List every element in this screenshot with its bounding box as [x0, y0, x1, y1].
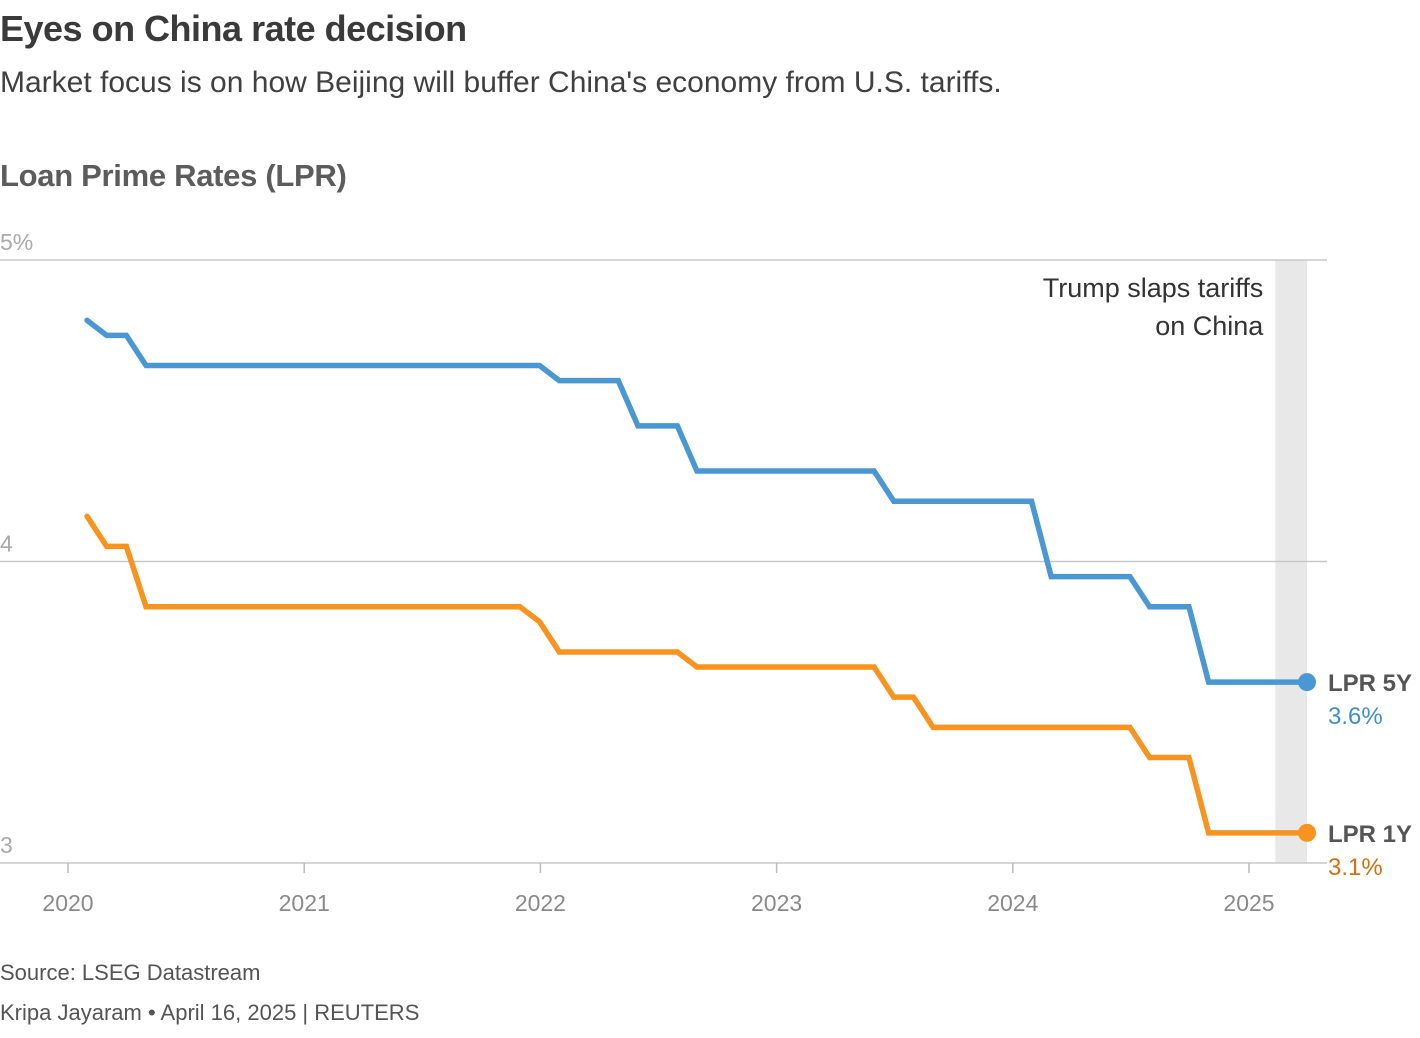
- series-line-lpr-1y: [84, 513, 1310, 836]
- page-title: Eyes on China rate decision: [0, 8, 467, 49]
- page-subtitle: Market focus is on how Beijing will buff…: [0, 66, 1002, 99]
- x-tick-label: 2023: [751, 890, 802, 916]
- y-tick-label: 5%: [0, 229, 33, 255]
- series-label-lpr-1y: LPR 1Y: [1328, 821, 1412, 848]
- source-note: Source: LSEG Datastream: [0, 960, 261, 985]
- end-marker-lpr-5y: [1298, 673, 1316, 692]
- end-marker-lpr-1y: [1298, 823, 1316, 842]
- x-tick-label: 2022: [515, 890, 566, 916]
- x-tick-label: 2024: [987, 890, 1038, 916]
- x-tick-label: 2021: [279, 890, 330, 916]
- chart-title: Loan Prime Rates (LPR): [0, 158, 347, 193]
- y-tick-label: 3: [0, 832, 13, 858]
- annotation-text: Trump slaps tariffs: [1043, 273, 1264, 303]
- series-end-value-lpr-1y: 3.1%: [1328, 854, 1383, 881]
- annotation-text: on China: [1155, 311, 1264, 341]
- series-line-lpr-5y: [84, 317, 1310, 685]
- x-tick-label: 2020: [42, 890, 93, 916]
- byline: Kripa Jayaram • April 16, 2025 | REUTERS: [0, 1000, 420, 1025]
- series-end-value-lpr-5y: 3.6%: [1328, 703, 1383, 730]
- x-tick-label: 2025: [1223, 890, 1274, 916]
- series-label-lpr-5y: LPR 5Y: [1328, 670, 1412, 697]
- y-tick-label: 4: [0, 531, 13, 557]
